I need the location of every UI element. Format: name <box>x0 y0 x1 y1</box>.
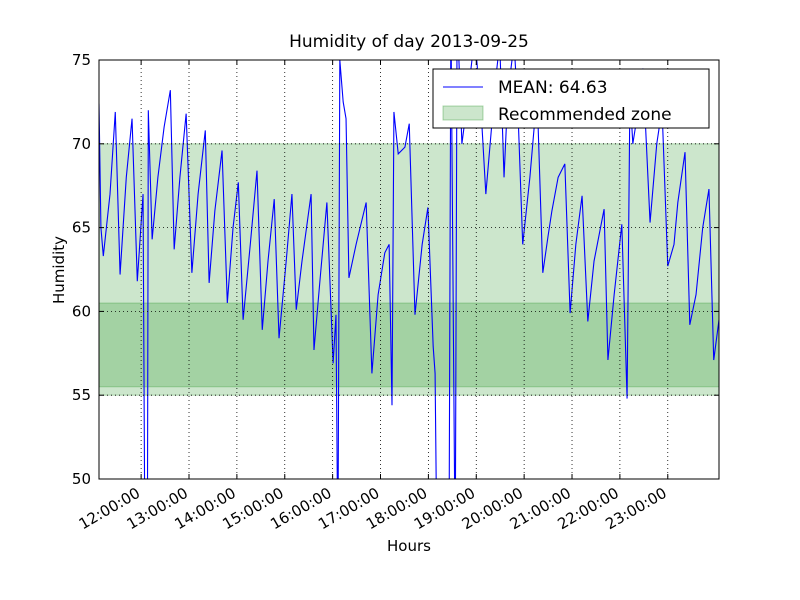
y-tick-label: 55 <box>72 386 91 404</box>
zone-band <box>99 143 719 396</box>
x-axis-label: Hours <box>387 537 431 555</box>
plot-frame <box>98 59 720 480</box>
y-axis-label: Humidity <box>50 236 68 304</box>
legend-label: Recommended zone <box>498 105 672 125</box>
zone-band <box>99 302 719 388</box>
y-tick-label: 60 <box>72 302 91 320</box>
y-tick-label: 65 <box>72 219 91 237</box>
chart-title: Humidity of day 2013-09-25 <box>289 32 529 52</box>
y-tick-label: 50 <box>72 470 91 488</box>
y-tick-label: 75 <box>72 51 91 69</box>
data-line <box>99 60 719 479</box>
y-tick-label: 70 <box>72 135 91 153</box>
legend-box <box>432 68 710 129</box>
clipped-layer <box>99 60 719 479</box>
legend-swatch <box>442 105 484 121</box>
legend-label: MEAN: 64.63 <box>498 78 608 98</box>
